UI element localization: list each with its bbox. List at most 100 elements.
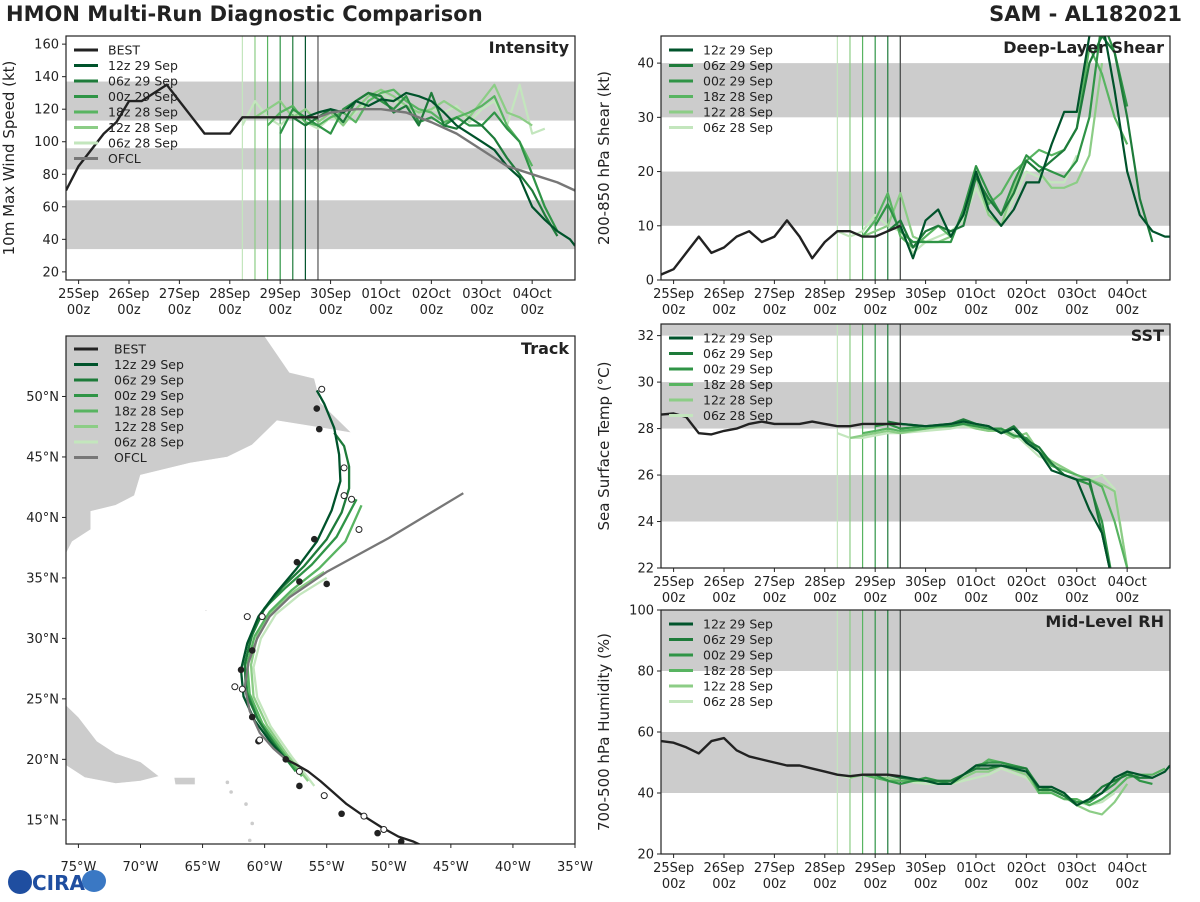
intensity-legend-label: BEST (108, 43, 140, 58)
track-xtick-label: 35°W (557, 860, 593, 875)
cira-logo-swirl-icon (82, 870, 106, 892)
track-position-open-dot (231, 683, 239, 691)
intensity-xtick-label: 00z (319, 303, 343, 318)
shear-band-0 (661, 171, 1170, 226)
rh-xtick-label: 03Oct (1057, 861, 1096, 876)
intensity-ytick-label: 60 (42, 200, 59, 215)
rh-xtick-label: 00z (863, 877, 887, 892)
track-position-dot (310, 535, 318, 543)
rh-xtick-label: 26Sep (703, 861, 744, 876)
track-xtick-label: 55°W (309, 860, 345, 875)
rh-xtick-label: 00z (813, 877, 837, 892)
intensity-xtick-label: 30Sep (310, 287, 351, 302)
shear-xtick-label: 00z (1015, 303, 1039, 318)
track-position-open-dot (320, 792, 328, 800)
shear-legend-label: 06z 29 Sep (703, 58, 773, 73)
intensity-xtick-label: 00z (369, 303, 393, 318)
track-position-dot (248, 647, 256, 654)
island (244, 802, 248, 806)
track-legend-label: 06z 28 Sep (114, 435, 184, 450)
intensity-band-2 (66, 81, 575, 121)
sst-series-best (661, 412, 901, 436)
sst-band-2 (661, 324, 1170, 336)
rh-ylabel: 700-500 hPa Humidity (%) (595, 633, 613, 831)
sst-xtick-label: 00z (964, 591, 988, 606)
track-ytick-label: 50°N (26, 390, 59, 405)
rh-xtick-label: 00z (1065, 877, 1089, 892)
intensity-frame (65, 35, 576, 281)
track-ytick-label: 35°N (26, 571, 59, 586)
track-frame (65, 335, 576, 845)
shear-legend-label: 00z 29 Sep (703, 74, 773, 89)
track-legend-label: BEST (114, 342, 146, 357)
shear-xtick-label: 00z (863, 303, 887, 318)
intensity-legend-label: 06z 29 Sep (108, 74, 178, 89)
rh-ytick-label: 100 (629, 604, 654, 619)
intensity-band-1 (66, 148, 575, 170)
track-position-open-dot (348, 495, 356, 503)
rh-legend-label: 12z 29 Sep (703, 617, 773, 632)
intensity-series-best (66, 83, 318, 192)
land-mass-3 (204, 609, 208, 612)
rh-legend-label: 18z 28 Sep (703, 663, 773, 678)
rh-series-06z-29-sep (887, 764, 1153, 807)
intensity-xtick-label: 25Sep (58, 287, 99, 302)
track-position-open-dot (295, 767, 303, 775)
rh-xtick-label: 00z (763, 877, 787, 892)
intensity-xtick-label: 00z (268, 303, 292, 318)
track-position-open-dot (360, 812, 368, 820)
rh-band-1 (661, 610, 1170, 671)
rh-legend-label: 06z 28 Sep (703, 694, 773, 709)
shear-xtick-label: 28Sep (804, 287, 845, 302)
sst-xtick-label: 28Sep (804, 575, 845, 590)
track-xtick-label: 50°W (371, 860, 407, 875)
sst-legend-label: 06z 28 Sep (703, 408, 773, 423)
rh-legend-label: 06z 29 Sep (703, 632, 773, 647)
island (250, 821, 255, 826)
land-mass-0 (66, 336, 353, 554)
intensity-xtick-label: 04Oct (513, 287, 552, 302)
shear-xtick-label: 30Sep (905, 287, 946, 302)
intensity-xtick-label: 00z (117, 303, 141, 318)
panel-track: 75°W 70°W 65°W 60°W 55°W 50°W 45°W 40°W 35°W 15°N… (26, 335, 593, 875)
intensity-ytick-label: 120 (34, 103, 59, 118)
track-position-dot (282, 756, 290, 763)
shear-xtick-label: 29Sep (855, 287, 896, 302)
intensity-xtick-label: 00z (520, 303, 544, 318)
shear-xtick-label: 00z (813, 303, 837, 318)
track-position-dot (397, 838, 405, 844)
shear-xtick-label: 00z (662, 303, 686, 318)
track-position-open-dot (258, 613, 266, 621)
intensity-xtick-label: 00z (168, 303, 192, 318)
rh-legend-label: 00z 29 Sep (703, 648, 773, 663)
track-position-open-dot (256, 736, 264, 744)
track-position-dot (313, 405, 321, 412)
shear-xtick-label: 03Oct (1057, 287, 1096, 302)
intensity-ytick-label: 20 (42, 265, 59, 280)
track-best (285, 758, 422, 844)
intensity-ytick-label: 160 (34, 38, 59, 53)
sst-legend-label: 18z 28 Sep (703, 377, 773, 392)
shear-xtick-label: 00z (1065, 303, 1089, 318)
track-title: Track (521, 339, 569, 358)
track-position-open-dot (355, 526, 363, 534)
sst-ylabel: Sea Surface Temp (°C) (595, 361, 613, 530)
track-xtick-label: 60°W (247, 860, 283, 875)
intensity-ytick-label: 140 (34, 70, 59, 85)
rh-xtick-label: 00z (914, 877, 938, 892)
shear-xtick-label: 00z (914, 303, 938, 318)
track-position-open-dot (340, 464, 348, 472)
cira-logo: CIRA (6, 866, 106, 898)
intensity-ytick-label: 40 (42, 233, 59, 248)
rh-title: Mid-Level RH (1045, 612, 1164, 631)
track-legend-label: 00z 29 Sep (114, 388, 184, 403)
rh-series-12z-29-sep (900, 764, 1170, 807)
rh-ytick-label: 80 (637, 665, 654, 680)
track-position-dot (237, 666, 245, 674)
rh-xtick-label: 01Oct (956, 861, 995, 876)
intensity-ytick-label: 100 (34, 135, 59, 150)
track-position-open-dot (318, 385, 326, 393)
track-ytick-label: 20°N (26, 753, 59, 768)
intensity-xtick-label: 03Oct (462, 287, 501, 302)
